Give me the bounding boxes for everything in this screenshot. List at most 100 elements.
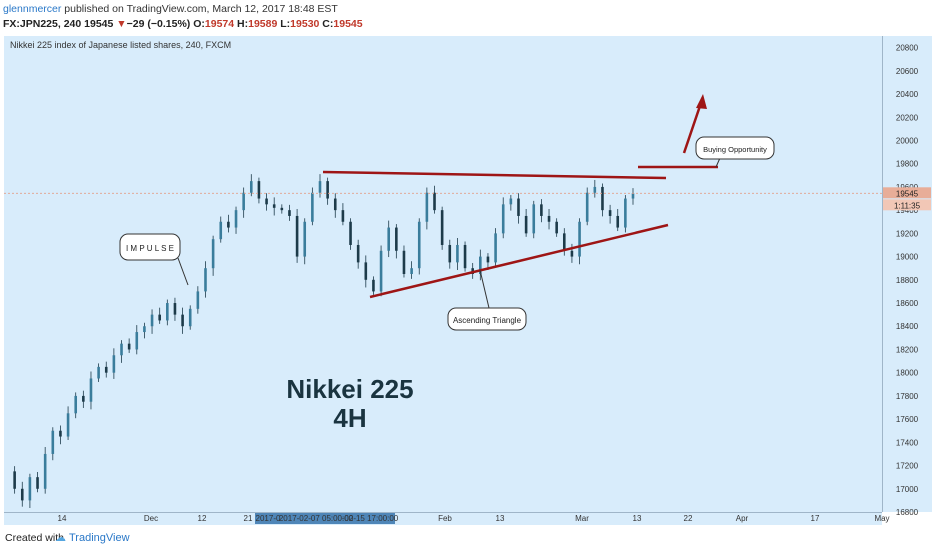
candle-body (234, 210, 238, 228)
candle-body (578, 221, 581, 257)
candle-body (288, 210, 291, 216)
price-tag (883, 187, 931, 199)
down-arrow-icon: ▼ (116, 18, 127, 30)
candle-body (349, 221, 352, 245)
x-tick-label: 2017-02-07 05:00:00 (279, 514, 354, 523)
ascending-triangle-label: Ascending Triangle (453, 316, 522, 325)
candle-body (311, 192, 314, 222)
candle-body (540, 204, 543, 216)
tradingview-brand: TradingView (69, 532, 130, 544)
candle-body (562, 233, 566, 251)
candle-body (196, 291, 200, 309)
candle-body (440, 210, 444, 245)
y-ticks: 16800 17000 17200 17400 17600 17800 18000 18200… (896, 44, 919, 517)
price-axis[interactable] (882, 36, 932, 512)
x-tick-label: Mar (575, 514, 589, 523)
candle-body (173, 303, 177, 315)
candle-body (601, 186, 604, 211)
up-arrow-line[interactable] (682, 99, 704, 154)
candle-body (402, 250, 406, 274)
resistance-line[interactable] (322, 170, 667, 180)
ohlc-line: FX:JPN225, 240 19545 ▼−29 (−0.15%) O:195… (3, 18, 363, 30)
x-tick-label: Dec (144, 514, 158, 523)
footer: Created with ☁ TradingView (0, 526, 932, 550)
candle-body (555, 221, 558, 234)
candle-body (120, 343, 123, 356)
y-tick-label: 17400 (896, 438, 919, 447)
candle-body (211, 239, 215, 269)
candle-body (280, 207, 284, 211)
created-with-text: Created with (5, 532, 64, 544)
candle-body (13, 471, 16, 489)
candle-body (463, 244, 467, 269)
x-tick-label: 21 (244, 514, 253, 523)
candle-body (517, 198, 520, 216)
candle-body (227, 221, 230, 228)
impulse-callout[interactable]: I M P U L S E (119, 233, 189, 286)
candle-body (51, 430, 55, 454)
candle-body (249, 181, 253, 193)
x-tick-label: Apr (736, 514, 749, 523)
watermark-title: Nikkei 225 (286, 374, 413, 404)
candle-body (43, 453, 47, 489)
symbol: FX:JPN225, 240 (3, 18, 82, 30)
candle-body (509, 198, 513, 205)
x-tick-label: 2017-0 (256, 514, 281, 523)
candle-body (204, 268, 207, 292)
candle-body (387, 227, 391, 251)
candle-body (448, 244, 452, 263)
candle-body (181, 314, 184, 327)
y-tick-label: 20800 (896, 44, 919, 53)
impulse-label: I M P U L S E (126, 244, 174, 253)
author-link[interactable]: glennmercer (3, 3, 62, 15)
x-tick-label: 13 (633, 514, 642, 523)
y-tick-label: 17600 (896, 415, 919, 424)
y-tick-label: 20600 (896, 67, 919, 76)
candle-body (74, 395, 78, 414)
open-value: 19574 (204, 18, 235, 30)
y-tick-label: 16800 (896, 508, 919, 517)
candle-body (547, 215, 551, 222)
support-line[interactable] (369, 223, 669, 299)
candle-body (341, 210, 345, 222)
candle-body (494, 233, 497, 263)
time-axis[interactable] (4, 512, 882, 525)
candle-body (379, 250, 383, 292)
candle-body (616, 215, 620, 228)
candle-body (97, 366, 100, 379)
watermark-interval: 4H (333, 403, 366, 433)
close-value: 19545 (333, 18, 363, 30)
change: −29 (−0.15%) (126, 18, 191, 30)
candle-body (150, 314, 154, 327)
header: glennmercer published on TradingView.com… (0, 0, 932, 36)
candle-body (28, 477, 32, 501)
chart-title: Nikkei 225 index of Japanese listed shar… (10, 40, 231, 50)
candle-body (242, 192, 245, 211)
published-text: published on TradingView.com, March 12, … (61, 3, 338, 15)
y-tick-label: 19000 (896, 253, 919, 262)
candle-body (303, 221, 307, 257)
candle-body (593, 186, 597, 193)
up-arrow-icon (696, 94, 707, 109)
y-tick-label: 17200 (896, 462, 919, 471)
candle-body (364, 262, 368, 280)
buying-opportunity-callout[interactable]: Buying Opportunity (695, 136, 775, 168)
candle-body (265, 198, 268, 205)
ascending-triangle-callout[interactable]: Ascending Triangle (447, 269, 527, 331)
candle-body (333, 198, 337, 211)
y-tick-label: 19200 (896, 229, 919, 238)
candle-body (417, 221, 421, 269)
chart-area[interactable] (4, 36, 882, 512)
price-tag-value: 19545 (896, 189, 919, 198)
candle-body (395, 227, 398, 251)
crosshair-time-highlight (255, 513, 395, 524)
candle-body (158, 314, 161, 321)
tradingview-logo[interactable]: ☁ TradingView (55, 531, 130, 544)
candle-body (104, 366, 108, 373)
x-tick-label: 13 (496, 514, 505, 523)
y-tick-label: 18000 (896, 369, 919, 378)
x-tick-label: 12 (198, 514, 207, 523)
candle-body (66, 413, 70, 437)
